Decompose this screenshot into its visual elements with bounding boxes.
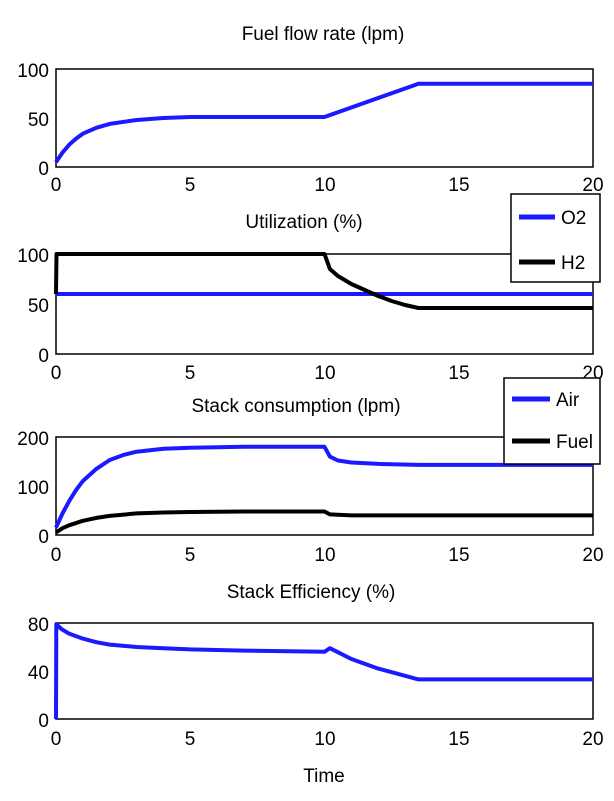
xtick-label-15: 15 bbox=[448, 175, 469, 196]
ytick-label-100: 100 bbox=[17, 246, 49, 267]
title-stack-consumption: Stack consumption (lpm) bbox=[191, 396, 400, 417]
legend-stack-consumption: Air Fuel bbox=[503, 377, 601, 465]
ytick-label-0: 0 bbox=[38, 711, 49, 732]
legend-label-o2: O2 bbox=[561, 208, 586, 229]
ytick-label-100: 100 bbox=[17, 61, 49, 82]
series-line-efficiency bbox=[54, 622, 593, 720]
subplot-stack-efficiency: Stack Efficiency (%) 0 40 80 0 5 10 15 2… bbox=[28, 582, 604, 787]
xtick-label-20: 20 bbox=[582, 175, 603, 196]
title-stack-efficiency: Stack Efficiency (%) bbox=[227, 582, 396, 603]
series-line-air bbox=[54, 444, 593, 529]
xtick-label-15: 15 bbox=[448, 363, 469, 384]
xtick-label-5: 5 bbox=[185, 729, 196, 750]
legend-utilization: O2 H2 bbox=[510, 193, 601, 283]
axes-box-stack-efficiency bbox=[55, 622, 594, 720]
xtick-label-15: 15 bbox=[448, 729, 469, 750]
legend-label-fuel: Fuel bbox=[556, 432, 593, 453]
xtick-label-10: 10 bbox=[314, 363, 335, 384]
xtick-label-0: 0 bbox=[51, 175, 62, 196]
ytick-label-50: 50 bbox=[28, 110, 49, 131]
ytick-label-0: 0 bbox=[38, 346, 49, 367]
subplot-stack-consumption: Stack consumption (lpm) 0 100 200 0 5 10… bbox=[17, 377, 604, 566]
legend-label-h2: H2 bbox=[561, 253, 585, 274]
axes-box-utilization bbox=[55, 253, 594, 355]
ytick-label-40: 40 bbox=[28, 663, 49, 684]
xtick-label-0: 0 bbox=[51, 729, 62, 750]
title-fuel-flow-rate: Fuel flow rate (lpm) bbox=[242, 24, 405, 45]
xtick-label-15: 15 bbox=[448, 545, 469, 566]
legend-label-air: Air bbox=[556, 390, 580, 411]
ytick-label-50: 50 bbox=[28, 296, 49, 317]
xtick-label-5: 5 bbox=[185, 363, 196, 384]
subplot-utilization: Utilization (%) 0 50 100 0 5 10 15 20 O2… bbox=[17, 193, 604, 384]
subplot-fuel-flow-rate: Fuel flow rate (lpm) 0 50 100 0 5 10 15 … bbox=[17, 24, 603, 196]
xtick-label-10: 10 bbox=[314, 545, 335, 566]
xtick-label-20: 20 bbox=[582, 729, 603, 750]
ytick-label-0: 0 bbox=[38, 159, 49, 180]
xtick-label-10: 10 bbox=[314, 729, 335, 750]
xtick-label-10: 10 bbox=[314, 175, 335, 196]
series-line-fuel bbox=[54, 509, 593, 535]
ytick-label-100: 100 bbox=[17, 478, 49, 499]
xtick-label-5: 5 bbox=[185, 545, 196, 566]
xtick-label-0: 0 bbox=[51, 545, 62, 566]
xtick-label-0: 0 bbox=[51, 363, 62, 384]
ytick-label-200: 200 bbox=[17, 429, 49, 450]
ytick-label-0: 0 bbox=[38, 527, 49, 548]
xtick-label-20: 20 bbox=[582, 545, 603, 566]
series-line-fuel-flow bbox=[54, 81, 593, 164]
title-utilization: Utilization (%) bbox=[245, 212, 362, 233]
series-line-h2 bbox=[54, 252, 593, 310]
legend-box bbox=[510, 193, 601, 283]
x-axis-label: Time bbox=[303, 766, 345, 787]
xtick-label-5: 5 bbox=[185, 175, 196, 196]
legend-box bbox=[503, 377, 601, 465]
ytick-label-80: 80 bbox=[28, 615, 49, 636]
